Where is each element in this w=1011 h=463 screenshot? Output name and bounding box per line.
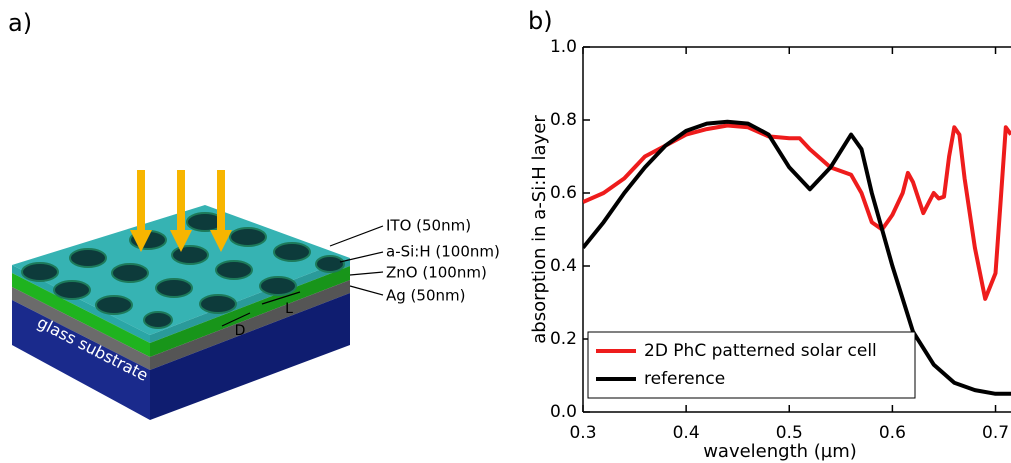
legend-box <box>587 331 916 399</box>
x-tick-label: 0.5 <box>776 423 803 443</box>
legend-label: 2D PhC patterned solar cell <box>644 341 877 361</box>
glass-side <box>150 293 350 420</box>
y-tick-label: 0.0 <box>550 402 577 422</box>
y-tick-label: 0.8 <box>550 110 577 130</box>
diagram: a) ITO (50nm) a-Si:H (100nm <box>8 9 500 420</box>
chart: b) 0.0 0.2 0.4 0.6 0.8 1.0 0.3 0.4 0.5 0.6 0.7 wavel… <box>528 7 1011 462</box>
asi-side <box>150 266 350 357</box>
y-axis-label: absorption in a-Si:H layer <box>529 115 550 344</box>
ito-side <box>12 265 150 343</box>
x-tick-label: 0.7 <box>982 423 1009 443</box>
y-tick-label: 0.6 <box>550 183 577 203</box>
plot-area <box>583 119 1011 396</box>
glass-side <box>12 300 150 420</box>
layer-label: a-Si:H (100nm) <box>386 243 500 261</box>
asi-side <box>12 273 150 357</box>
ag-side <box>150 280 350 370</box>
panel-label: b) <box>528 7 553 35</box>
layer-label: ZnO (100nm) <box>386 264 487 282</box>
panel-label: a) <box>8 9 32 37</box>
x-tick-label: 0.3 <box>569 423 596 443</box>
y-tick-label: 0.4 <box>550 256 577 276</box>
leader-lines <box>221 225 384 327</box>
legend-label: reference <box>644 369 725 389</box>
line <box>583 119 1011 396</box>
x-axis-label: wavelength (µm) <box>703 441 857 462</box>
ag-side <box>12 287 150 370</box>
ito-side <box>150 258 350 343</box>
layer-label: ITO (50nm) <box>386 217 471 235</box>
light-arrows <box>130 170 232 252</box>
y-tick-label: 0.2 <box>550 329 577 349</box>
x-tick-label: 0.6 <box>879 423 906 443</box>
x-tick-label: 0.4 <box>673 423 700 443</box>
period-label: L <box>285 301 293 317</box>
layer-label: Ag (50nm) <box>386 287 465 305</box>
line <box>583 123 1011 301</box>
y-tick-label: 1.0 <box>550 37 577 57</box>
diameter-label: D <box>235 323 246 339</box>
